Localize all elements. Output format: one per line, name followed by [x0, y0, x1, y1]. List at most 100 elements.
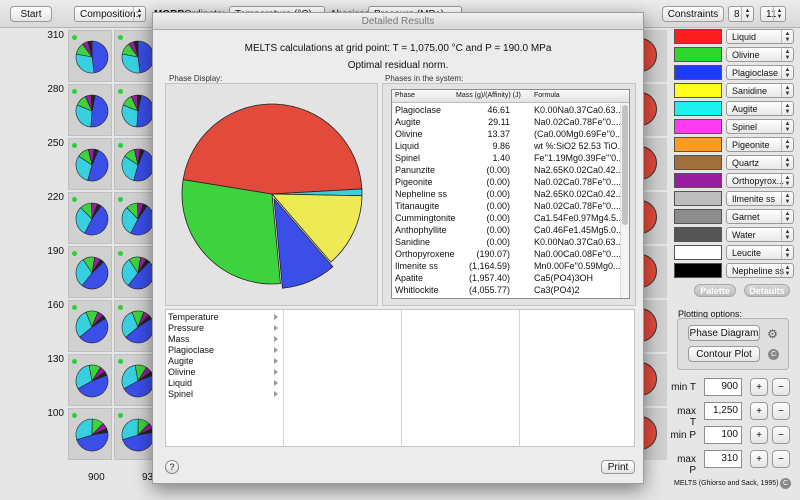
table-row[interactable]: Liquid 9.86 wt %:SiO2 52.53 TiO...: [392, 141, 629, 153]
table-row[interactable]: Anthophyllite (0.00) Ca0.46Fe1.45Mg5.0...: [392, 225, 629, 237]
decrement-button[interactable]: −: [772, 426, 790, 444]
grid-cell[interactable]: [68, 246, 112, 298]
grid-cell[interactable]: [114, 300, 158, 352]
grid-cell[interactable]: [68, 408, 112, 460]
defaults-button[interactable]: Defaults: [744, 284, 790, 297]
browser-item[interactable]: Liquid: [168, 378, 280, 389]
grid-cell[interactable]: [68, 138, 112, 190]
color-swatch[interactable]: [674, 65, 722, 80]
composition-popup[interactable]: Composition: ▲ ▼: [74, 6, 146, 22]
contour-info-icon[interactable]: C: [768, 349, 779, 360]
color-swatch[interactable]: [674, 137, 722, 152]
phase-diagram-button[interactable]: Phase Diagram: [688, 325, 760, 341]
phase-select[interactable]: Liquid ▲ ▼: [726, 29, 794, 44]
table-row[interactable]: Apatite (1,957.40) Ca5(PO4)3OH: [392, 273, 629, 285]
color-swatch[interactable]: [674, 191, 722, 206]
grid-y-stepper[interactable]: 11 ▲ ▼: [760, 6, 786, 22]
column-header-formula[interactable]: Formula: [534, 92, 560, 99]
browser-item[interactable]: Olivine: [168, 367, 280, 378]
browser-item[interactable]: Spinel: [168, 389, 280, 400]
phase-select[interactable]: Pigeonite ▲ ▼: [726, 137, 794, 152]
decrement-button[interactable]: −: [772, 402, 790, 420]
table-row[interactable]: Titanaugite (0.00) Na0.02Ca0.78Fe''0....: [392, 201, 629, 213]
browser-item[interactable]: Temperature: [168, 312, 280, 323]
phase-select[interactable]: Garnet ▲ ▼: [726, 209, 794, 224]
table-row[interactable]: Ilmenite ss (1,164.59) Mn0.00Fe''0.59Mg0..…: [392, 261, 629, 273]
range-input[interactable]: 100: [704, 426, 742, 444]
table-scrollbar[interactable]: [620, 103, 629, 298]
color-swatch[interactable]: [674, 29, 722, 44]
table-row[interactable]: Pigeonite (0.00) Na0.02Ca0.78Fe''0....: [392, 177, 629, 189]
color-swatch[interactable]: [674, 119, 722, 134]
phase-select[interactable]: Leucite ▲ ▼: [726, 245, 794, 260]
browser-item[interactable]: Plagioclase: [168, 345, 280, 356]
table-row[interactable]: Panunzite (0.00) Na2.65K0.02Ca0.42...: [392, 165, 629, 177]
contour-plot-button[interactable]: Contour Plot: [688, 346, 760, 362]
increment-button[interactable]: +: [750, 402, 768, 420]
range-input[interactable]: 310: [704, 450, 742, 468]
increment-button[interactable]: +: [750, 426, 768, 444]
color-swatch[interactable]: [674, 227, 722, 242]
phase-select[interactable]: Augite ▲ ▼: [726, 101, 794, 116]
decrement-button[interactable]: −: [772, 450, 790, 468]
constraints-button[interactable]: Constraints: [662, 6, 724, 22]
phase-select[interactable]: Orthopyrox... ▲ ▼: [726, 173, 794, 188]
grid-cell[interactable]: [114, 84, 158, 136]
column-header-phase[interactable]: Phase: [395, 92, 415, 99]
range-input[interactable]: 1,250: [704, 402, 742, 420]
grid-cell[interactable]: [68, 354, 112, 406]
gear-icon[interactable]: ⚙: [767, 326, 778, 341]
grid-cell[interactable]: [114, 138, 158, 190]
phase-select[interactable]: Olivine ▲ ▼: [726, 47, 794, 62]
help-button[interactable]: ?: [165, 460, 179, 474]
column-header-mass[interactable]: Mass (g)/(Affinity) (J): [456, 92, 521, 99]
color-swatch[interactable]: [674, 83, 722, 98]
color-swatch[interactable]: [674, 155, 722, 170]
browser-item[interactable]: Pressure: [168, 323, 280, 334]
table-row[interactable]: Augite 29.11 Na0.02Ca0.78Fe''0....: [392, 117, 629, 129]
table-row[interactable]: Sanidine (0.00) K0.00Na0.37Ca0.63...: [392, 237, 629, 249]
grid-x-stepper[interactable]: 8 ▲ ▼: [728, 6, 754, 22]
grid-cell[interactable]: [68, 192, 112, 244]
phase-select[interactable]: Sanidine ▲ ▼: [726, 83, 794, 98]
table-row[interactable]: Cummingtonite (0.00) Ca1.54Fe0.97Mg4.5...: [392, 213, 629, 225]
grid-cell[interactable]: [114, 192, 158, 244]
color-swatch[interactable]: [674, 173, 722, 188]
scrollbar-thumb[interactable]: [622, 105, 628, 225]
table-row[interactable]: Olivine 13.37 (Ca0.00Mg0.69Fe''0...: [392, 129, 629, 141]
print-button[interactable]: Print: [601, 460, 635, 474]
increment-button[interactable]: +: [750, 378, 768, 396]
color-swatch[interactable]: [674, 47, 722, 62]
results-grid[interactable]: [68, 30, 160, 462]
phase-select[interactable]: Ilmenite ss ▲ ▼: [726, 191, 794, 206]
decrement-button[interactable]: −: [772, 378, 790, 396]
table-row[interactable]: Whitlockite (4,055.77) Ca3(PO4)2: [392, 285, 629, 297]
color-swatch[interactable]: [674, 263, 722, 278]
color-swatch[interactable]: [674, 209, 722, 224]
color-swatch[interactable]: [674, 245, 722, 260]
browser-item[interactable]: Mass: [168, 334, 280, 345]
phase-select[interactable]: Nepheline ss ▲ ▼: [726, 263, 794, 278]
color-swatch[interactable]: [674, 101, 722, 116]
table-row[interactable]: Plagioclase 46.61 K0.00Na0.37Ca0.63...: [392, 105, 629, 117]
range-input[interactable]: 900: [704, 378, 742, 396]
phase-select[interactable]: Plagioclase ▲ ▼: [726, 65, 794, 80]
increment-button[interactable]: +: [750, 450, 768, 468]
grid-cell[interactable]: [114, 408, 158, 460]
table-row[interactable]: Spinel 1.40 Fe''1.19Mg0.39Fe'''0...: [392, 153, 629, 165]
palette-button[interactable]: Palette: [694, 284, 736, 297]
grid-cell[interactable]: [68, 84, 112, 136]
start-button[interactable]: Start: [10, 6, 52, 22]
grid-cell[interactable]: [68, 300, 112, 352]
credit-icon[interactable]: C: [780, 478, 791, 489]
table-row[interactable]: Orthopyroxene (190.07) Na0.00Ca0.08Fe''0..…: [392, 249, 629, 261]
phases-table[interactable]: Phase Mass (g)/(Affinity) (J) Formula Pl…: [391, 89, 630, 299]
grid-cell[interactable]: [68, 30, 112, 82]
table-row[interactable]: Nepheline ss (0.00) Na2.65K0.02Ca0.42...: [392, 189, 629, 201]
grid-cell[interactable]: [114, 30, 158, 82]
phase-select[interactable]: Quartz ▲ ▼: [726, 155, 794, 170]
grid-cell[interactable]: [114, 354, 158, 406]
phase-select[interactable]: Spinel ▲ ▼: [726, 119, 794, 134]
browser-item[interactable]: Augite: [168, 356, 280, 367]
phase-select[interactable]: Water ▲ ▼: [726, 227, 794, 242]
